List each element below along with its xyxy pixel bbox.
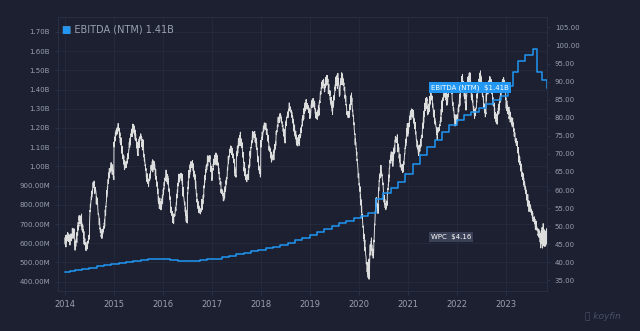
Text: ⧖ koyfin: ⧖ koyfin	[585, 312, 621, 321]
Text: WPC  $4.16: WPC $4.16	[431, 234, 471, 240]
Text: ■ EBITDA (NTM) 1.41B: ■ EBITDA (NTM) 1.41B	[61, 25, 173, 35]
Text: ■: ■	[61, 25, 71, 35]
Text: EBITDA (NTM)  $1.41B: EBITDA (NTM) $1.41B	[431, 84, 509, 91]
